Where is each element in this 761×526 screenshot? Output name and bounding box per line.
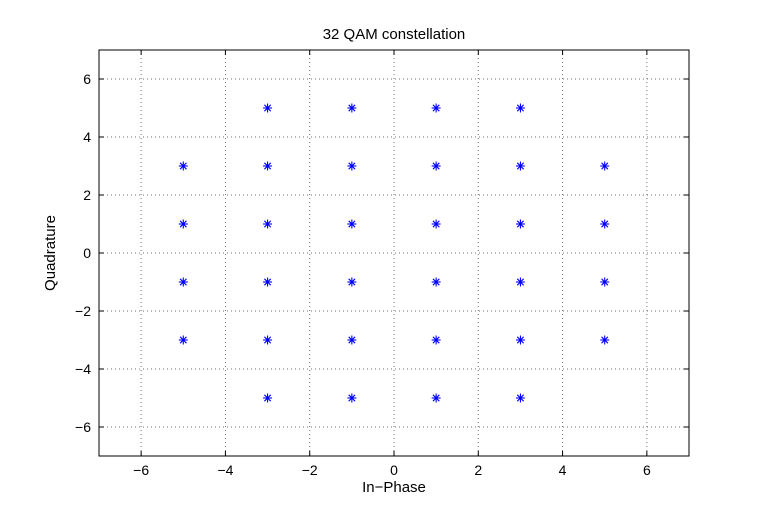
constellation-point [178, 161, 188, 171]
constellation-point [263, 161, 273, 171]
y-tick-label: 4 [83, 129, 91, 145]
constellation-point [178, 277, 188, 287]
constellation-point [515, 277, 525, 287]
constellation-point [263, 219, 273, 229]
x-axis-label: In−Phase [362, 479, 426, 496]
constellation-point [515, 103, 525, 113]
constellation-point [600, 335, 610, 345]
constellation-point [263, 393, 273, 403]
y-tick-labels: −6 −4 −2 0 2 4 6 [75, 71, 91, 435]
constellation-point [515, 161, 525, 171]
data-points [178, 103, 610, 403]
x-tick-label: 6 [643, 462, 651, 478]
constellation-point [347, 393, 357, 403]
constellation-point [600, 277, 610, 287]
y-tick-label: 0 [83, 245, 91, 261]
constellation-point [431, 335, 441, 345]
constellation-point [347, 161, 357, 171]
constellation-point [515, 335, 525, 345]
x-tick-label: −6 [133, 462, 149, 478]
constellation-point [178, 335, 188, 345]
constellation-point [431, 161, 441, 171]
constellation-point [515, 219, 525, 229]
y-tick-label: 2 [83, 187, 91, 203]
x-tick-label: −2 [302, 462, 318, 478]
y-tick-label: −2 [75, 303, 91, 319]
y-axis-label: Quadrature [42, 215, 59, 291]
constellation-point [178, 219, 188, 229]
constellation-point [431, 219, 441, 229]
constellation-point [431, 277, 441, 287]
constellation-point [600, 161, 610, 171]
constellation-point [431, 103, 441, 113]
constellation-point [263, 103, 273, 113]
constellation-point [600, 219, 610, 229]
constellation-point [263, 335, 273, 345]
constellation-point [347, 219, 357, 229]
constellation-point [347, 335, 357, 345]
tick-marks [99, 50, 689, 456]
y-tick-label: 6 [83, 71, 91, 87]
chart-title: 32 QAM constellation [323, 26, 466, 43]
constellation-point [347, 277, 357, 287]
constellation-point [515, 393, 525, 403]
x-tick-label: 4 [559, 462, 567, 478]
x-tick-label: 2 [474, 462, 482, 478]
plot-area [99, 50, 689, 456]
x-tick-label: 0 [390, 462, 398, 478]
constellation-point [431, 393, 441, 403]
constellation-point [263, 277, 273, 287]
x-tick-label: −4 [217, 462, 233, 478]
x-tick-labels: −6 −4 −2 0 2 4 6 [133, 462, 651, 478]
constellation-point [347, 103, 357, 113]
y-tick-label: −4 [75, 361, 91, 377]
y-tick-label: −6 [75, 419, 91, 435]
